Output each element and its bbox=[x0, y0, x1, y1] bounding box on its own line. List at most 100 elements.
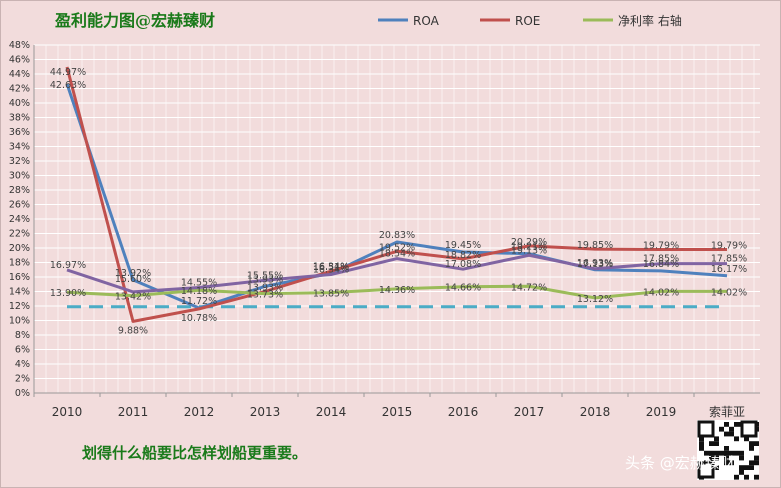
y-tick-label: 2% bbox=[15, 374, 30, 385]
data-label: 15.60% bbox=[115, 274, 151, 285]
qr-module bbox=[699, 446, 704, 451]
data-label: 16.51% bbox=[313, 262, 349, 273]
y-tick-label: 0% bbox=[15, 388, 30, 399]
qr-module bbox=[719, 450, 724, 456]
data-label: 14.72% bbox=[511, 282, 547, 293]
y-tick-label: 44% bbox=[9, 69, 30, 80]
qr-module bbox=[714, 436, 719, 442]
watermark-text: 头条 @宏赫臻财 bbox=[625, 454, 735, 472]
data-label: 13.92% bbox=[115, 268, 151, 279]
data-label: 14.18% bbox=[181, 286, 217, 297]
qr-module bbox=[754, 455, 759, 461]
x-tick-label: 2017 bbox=[514, 405, 545, 419]
qr-module bbox=[739, 470, 744, 475]
qr-code-image bbox=[697, 420, 759, 480]
legend-label: 净利率 右轴 bbox=[618, 13, 682, 28]
data-label: 16.93% bbox=[577, 258, 613, 269]
grid-lines bbox=[33, 44, 760, 394]
qr-module bbox=[744, 465, 749, 470]
y-tick-label: 14% bbox=[9, 287, 30, 298]
qr-module bbox=[754, 460, 759, 466]
data-label: 11.72% bbox=[181, 296, 217, 307]
y-tick-label: 24% bbox=[9, 214, 30, 225]
data-label: 13.42% bbox=[115, 292, 151, 303]
y-tick-label: 18% bbox=[9, 258, 30, 269]
qr-module bbox=[719, 426, 724, 432]
legend-label: ROA bbox=[413, 14, 440, 28]
qr-module bbox=[729, 426, 734, 432]
data-label: 9.88% bbox=[118, 325, 148, 336]
data-label: 16.34% bbox=[313, 265, 349, 276]
data-label: 19.13% bbox=[511, 245, 547, 256]
legend-label: ROE bbox=[515, 14, 540, 28]
series-line-unnamed bbox=[66, 253, 727, 294]
qr-module bbox=[709, 455, 714, 461]
series-line-roe bbox=[65, 66, 727, 323]
data-label: 13.73% bbox=[247, 290, 283, 301]
qr-module bbox=[724, 446, 729, 451]
qr-module bbox=[729, 460, 734, 466]
qr-module bbox=[749, 446, 754, 451]
x-tick-label: 2011 bbox=[118, 405, 149, 419]
data-label: 14.55% bbox=[181, 278, 217, 289]
qr-module bbox=[729, 431, 734, 437]
y-tick-label: 26% bbox=[9, 200, 30, 211]
x-tick-label: 2015 bbox=[382, 405, 413, 419]
data-label: 16.34% bbox=[313, 261, 349, 272]
x-tick-label: 2014 bbox=[316, 405, 347, 419]
y-tick-label: 30% bbox=[9, 171, 30, 182]
qr-finder bbox=[697, 420, 715, 438]
series-line-净利率 bbox=[66, 284, 727, 300]
legend: ROA ROE 净利率 右轴 bbox=[378, 13, 682, 28]
qr-module bbox=[754, 441, 759, 446]
qr-module bbox=[734, 436, 739, 442]
qr-module bbox=[729, 450, 734, 456]
qr-module bbox=[724, 460, 729, 466]
y-tick-label: 20% bbox=[9, 243, 30, 254]
data-label: 17.85% bbox=[643, 254, 679, 265]
data-label: 16.84% bbox=[643, 259, 679, 270]
data-label: 13.90% bbox=[50, 288, 86, 299]
qr-module bbox=[714, 455, 719, 461]
footer-motto: 划得什么船要比怎样划船更重要。 bbox=[82, 444, 307, 462]
qr-module bbox=[734, 474, 739, 480]
data-label: 13.12% bbox=[577, 294, 613, 305]
qr-module bbox=[734, 422, 739, 427]
data-label: 14.02% bbox=[643, 287, 679, 298]
qr-module bbox=[744, 474, 749, 480]
qr-module bbox=[714, 465, 719, 470]
qr-module bbox=[699, 441, 704, 446]
qr-module bbox=[734, 450, 739, 456]
y-tick-label: 48% bbox=[9, 40, 30, 51]
data-label: 42.63% bbox=[50, 80, 86, 91]
x-tick-label: 2012 bbox=[184, 405, 215, 419]
y-tick-label: 22% bbox=[9, 229, 30, 240]
y-tick-label: 46% bbox=[9, 55, 30, 66]
data-label: 19.52% bbox=[379, 242, 415, 253]
y-tick-label: 6% bbox=[15, 345, 30, 356]
qr-module bbox=[739, 450, 744, 456]
qr-module bbox=[749, 465, 754, 470]
qr-module bbox=[709, 450, 714, 456]
x-tick-label: 2016 bbox=[448, 405, 479, 419]
qr-module bbox=[739, 465, 744, 470]
data-label: 17.13% bbox=[577, 259, 613, 270]
qr-module bbox=[754, 474, 759, 480]
data-label: 13.93% bbox=[247, 274, 283, 285]
y-tick-label: 10% bbox=[9, 316, 30, 327]
x-tick-label: 2019 bbox=[646, 405, 677, 419]
data-label: 20.29% bbox=[511, 237, 547, 248]
data-label: 19.79% bbox=[643, 241, 679, 252]
chart-title: 盈利能力图@宏赫臻财 bbox=[54, 11, 215, 30]
data-label: 19.21% bbox=[511, 242, 547, 253]
data-labels: 42.63% 13.92% 11.72% 13.93% 16.34% 20.83% 19.4… bbox=[50, 67, 747, 336]
x-tick-label: 2013 bbox=[250, 405, 281, 419]
qr-module bbox=[749, 441, 754, 446]
data-label: 15.55% bbox=[247, 270, 283, 281]
qr-finder bbox=[697, 461, 715, 479]
qr-module bbox=[739, 455, 744, 461]
data-label: 18.54% bbox=[379, 249, 415, 260]
y-axis: 0% 2% 4% 6% 8% 10% 12% 14% 16% 18% 20% 22% 24% 26% 28%… bbox=[9, 40, 35, 399]
qr-finder bbox=[740, 420, 758, 438]
qr-module bbox=[724, 431, 729, 437]
